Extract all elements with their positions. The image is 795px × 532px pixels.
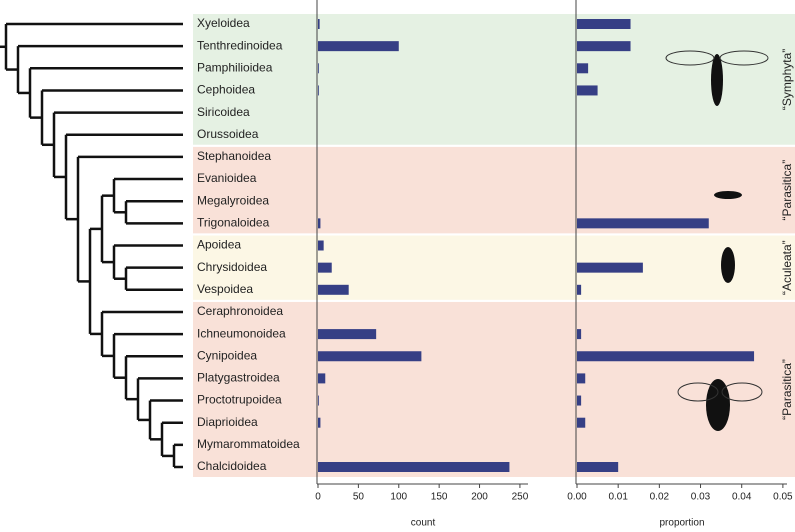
bar	[318, 19, 320, 29]
category-label: Diaprioidea	[197, 415, 258, 429]
x-tick-label: 250	[512, 492, 529, 503]
x-axis-label: proportion	[659, 518, 704, 529]
insect-icons	[665, 50, 769, 431]
bar	[318, 41, 399, 52]
category-label: Ceraphronoidea	[197, 304, 283, 318]
category-label: Cephoidea	[197, 83, 255, 97]
bar	[577, 41, 631, 52]
wing	[665, 50, 715, 66]
sawfly-icon	[711, 54, 723, 106]
bar	[318, 417, 321, 428]
clade-label: “Parasitica”	[780, 160, 794, 221]
wing	[721, 382, 763, 402]
clade-label: “Aculeata”	[780, 240, 794, 295]
category-label: Evanioidea	[197, 171, 257, 185]
bar	[577, 85, 598, 96]
bar	[577, 19, 631, 29]
x-tick-label: 100	[390, 492, 407, 503]
bar	[577, 462, 619, 472]
x-axis-label: count	[411, 518, 436, 529]
x-tick-label: 200	[471, 492, 488, 503]
bar	[318, 240, 324, 251]
x-tick-label: 0.01	[608, 492, 628, 503]
category-label: Siricoidea	[197, 105, 250, 119]
clade-label: “Parasitica”	[780, 359, 794, 420]
category-label: Cynipoidea	[197, 348, 257, 362]
bar	[318, 373, 326, 384]
x-tick-label: 0	[315, 492, 321, 503]
x-tick-label: 0.00	[567, 492, 587, 503]
bar	[318, 262, 332, 273]
bar	[318, 85, 319, 96]
x-tick-label: 50	[353, 492, 365, 503]
bar	[318, 218, 321, 229]
wasp-icon	[721, 247, 735, 283]
clade-band	[193, 235, 795, 300]
category-label: Vespoidea	[197, 282, 253, 296]
bar	[318, 63, 319, 74]
bar	[577, 373, 586, 384]
category-label: Chrysidoidea	[197, 260, 267, 274]
category-label: Xyeloidea	[197, 16, 250, 30]
bar	[577, 351, 755, 362]
bar	[318, 351, 422, 362]
phylogeny	[0, 22, 183, 469]
category-label: Trigonaloidea	[197, 216, 270, 230]
bar	[577, 329, 582, 340]
wing	[677, 382, 719, 402]
bar	[318, 462, 510, 472]
bar	[318, 395, 319, 406]
x-tick-label: 0.04	[732, 492, 752, 503]
category-label: Apoidea	[197, 238, 241, 252]
category-label: Proctotrupoidea	[197, 393, 282, 407]
x-tick-label: 0.02	[650, 492, 670, 503]
clade-label: “Symphyta”	[780, 49, 794, 110]
bar	[577, 218, 709, 229]
category-label: Megalyroidea	[197, 193, 269, 207]
bar	[577, 262, 643, 273]
category-label: Stephanoidea	[197, 149, 271, 163]
x-tick-label: 150	[431, 492, 448, 503]
bar	[318, 329, 377, 340]
parasitoid-icon	[714, 191, 742, 199]
clade-band	[193, 14, 795, 145]
category-label: Mymarommatoidea	[197, 437, 300, 451]
fly-wasp-icon	[706, 379, 730, 431]
clade-bands	[193, 14, 795, 477]
bar	[577, 284, 582, 295]
bar	[318, 284, 349, 295]
category-label: Orussoidea	[197, 127, 259, 141]
wing	[719, 50, 769, 66]
category-label: Chalcidoidea	[197, 459, 267, 473]
bar	[577, 417, 586, 428]
category-label: Pamphilioidea	[197, 60, 273, 74]
category-label: Platygastroidea	[197, 371, 280, 385]
bar	[577, 395, 582, 406]
x-tick-label: 0.05	[773, 492, 793, 503]
x-tick-label: 0.03	[691, 492, 711, 503]
bar	[577, 63, 589, 74]
category-label: Tenthredinoidea	[197, 38, 283, 52]
clade-band	[193, 301, 795, 477]
category-label: Ichneumonoidea	[197, 326, 286, 340]
